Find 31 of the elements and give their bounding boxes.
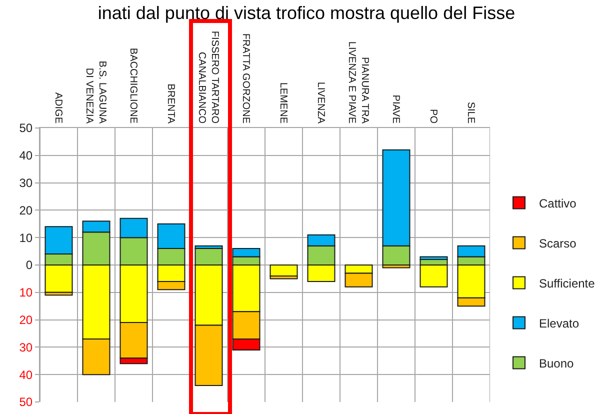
legend-label: Elevato — [539, 316, 580, 330]
x-tick-label: BRENTA — [165, 84, 176, 124]
x-tick-label: FISSERO TARTARO CANALBIANCO — [196, 30, 220, 124]
chart-title: inati dal punto di vista trofico mostra quello del Fisse — [98, 2, 516, 23]
x-tick-label: PIANURA TRA LIVENZA E PIAVE — [346, 41, 370, 124]
y-tick-label: 20 — [19, 203, 33, 218]
y-tick-label: 30 — [19, 340, 33, 354]
y-tick-label: 0 — [26, 258, 33, 272]
bar — [420, 256, 448, 260]
x-tick-label: SILE — [465, 102, 476, 124]
x-tick-label: LIVENZA — [315, 82, 326, 124]
y-tick-label: 30 — [19, 176, 33, 190]
y-tick-label: 50 — [19, 395, 33, 410]
y-tick-label: 40 — [19, 148, 33, 163]
x-tick-label: PO — [428, 109, 438, 124]
bar — [270, 264, 298, 276]
y-tick-label: 40 — [19, 368, 33, 382]
legend-label: Scarso — [539, 236, 577, 250]
legend-label: Sufficiente — [539, 276, 596, 290]
x-tick-label: BACCHIGLIONE — [128, 48, 138, 124]
x-tick-label: ADIGE — [52, 92, 64, 124]
x-tick-label: B.S. LAGUNA DI VENEZIA — [84, 60, 108, 124]
x-tick-label: LEMENE — [278, 82, 288, 124]
y-tick-label: 20 — [19, 313, 33, 327]
x-tick-label: PIAVE — [390, 94, 401, 124]
y-tick-label: 10 — [19, 286, 33, 300]
legend-label: Buono — [539, 356, 574, 370]
y-tick-label: 10 — [19, 230, 33, 245]
x-tick-label: FRATTA GORZONE — [240, 33, 251, 124]
y-tick-label: 50 — [19, 121, 33, 136]
legend-label: Cattivo — [539, 196, 577, 210]
